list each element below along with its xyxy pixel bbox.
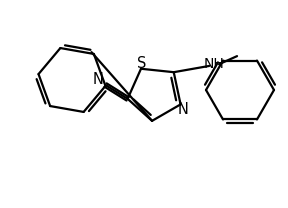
Text: N: N xyxy=(92,72,103,87)
Text: S: S xyxy=(137,56,147,71)
Text: N: N xyxy=(177,102,188,117)
Text: NH: NH xyxy=(204,57,225,71)
